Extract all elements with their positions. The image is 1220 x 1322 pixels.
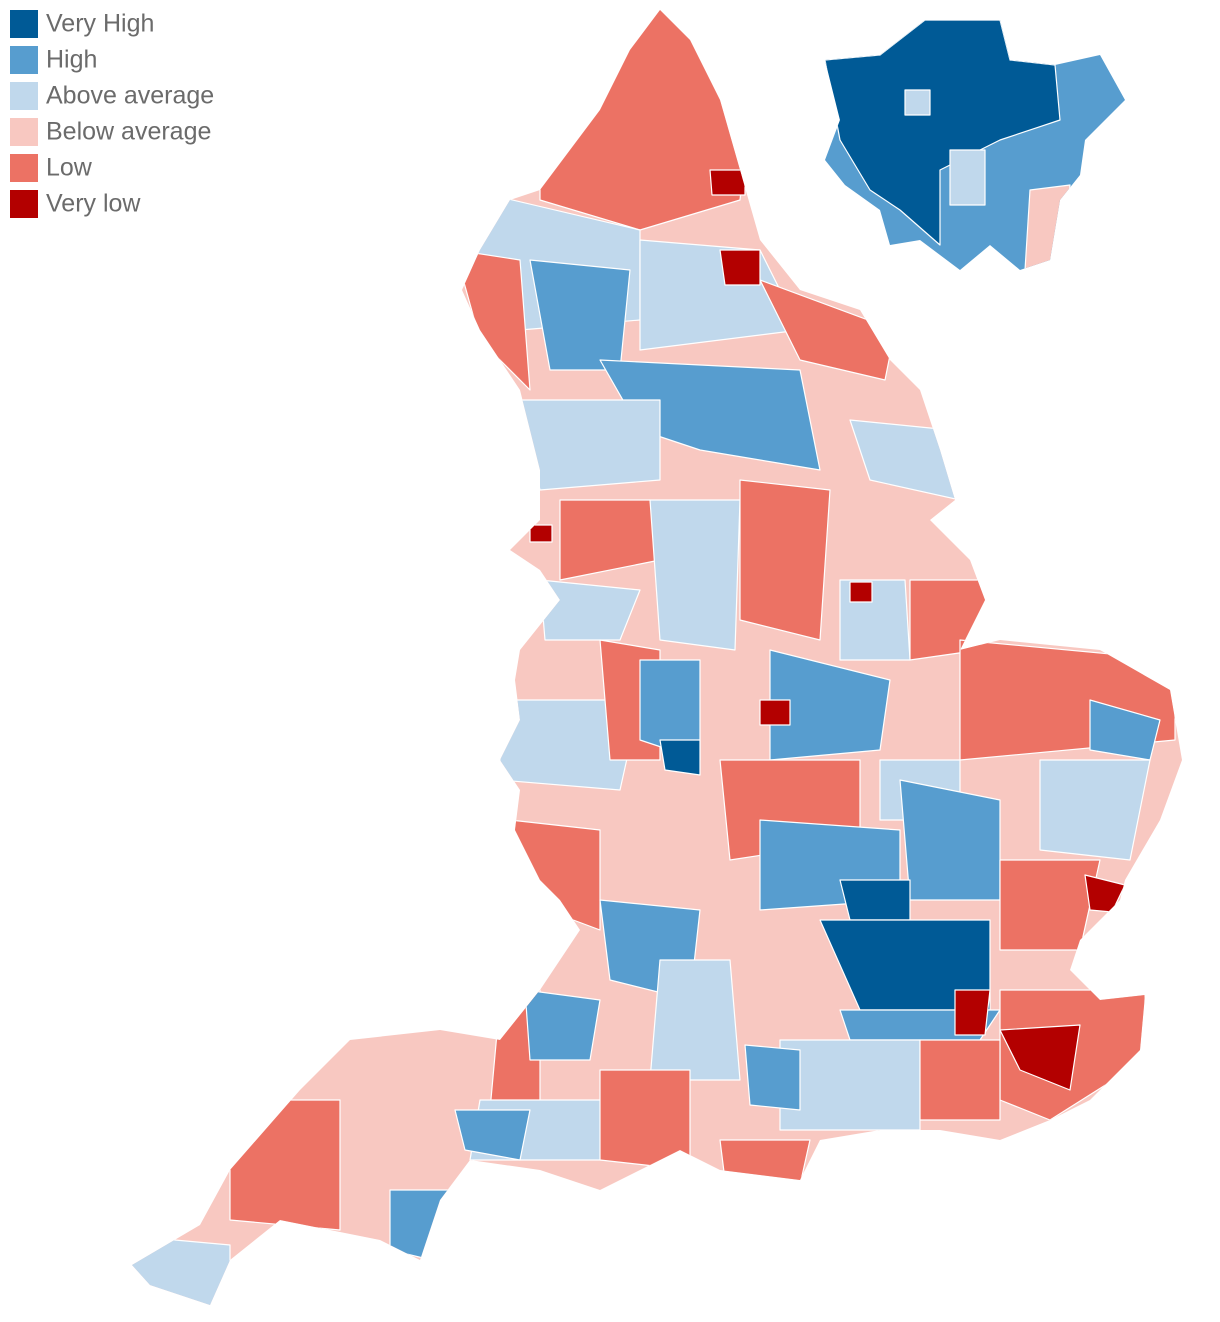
region [825,20,1061,246]
region [949,149,986,206]
region [454,249,531,391]
region [839,879,911,921]
region [454,1109,531,1161]
legend: Very High High Above average Below average L… [10,10,214,218]
region [649,499,741,651]
region [904,89,931,116]
region [599,1069,691,1171]
region [899,779,1001,901]
region [849,581,873,603]
region [1024,184,1071,270]
legend-label: Very low [46,190,141,218]
region [744,1044,801,1111]
legend-swatch [10,190,38,218]
legend-swatch [10,82,38,110]
region [759,279,896,381]
region [719,249,761,286]
region [659,739,701,776]
legend-swatch [10,118,38,146]
legend-swatch [10,10,38,38]
region [1039,759,1151,861]
region [229,1099,341,1231]
region [529,524,553,543]
region [132,1234,231,1305]
legend-label: Above average [46,82,214,110]
london-inset [825,20,1125,270]
region [954,989,991,1036]
region [389,1189,451,1263]
region [719,1139,811,1186]
region [739,479,831,641]
legend-label: Low [46,154,93,182]
region [919,1039,1001,1121]
legend-label: High [46,46,97,74]
region [999,1024,1081,1091]
region [649,959,741,1081]
region [509,819,601,931]
region [999,859,1101,951]
region [779,1039,921,1131]
region [519,399,661,491]
region [759,699,791,726]
legend-label: Very High [46,10,154,38]
region [524,989,601,1061]
region [709,169,746,196]
legend-label: Below average [46,118,211,146]
legend-swatch [10,46,38,74]
legend-swatch [10,154,38,182]
